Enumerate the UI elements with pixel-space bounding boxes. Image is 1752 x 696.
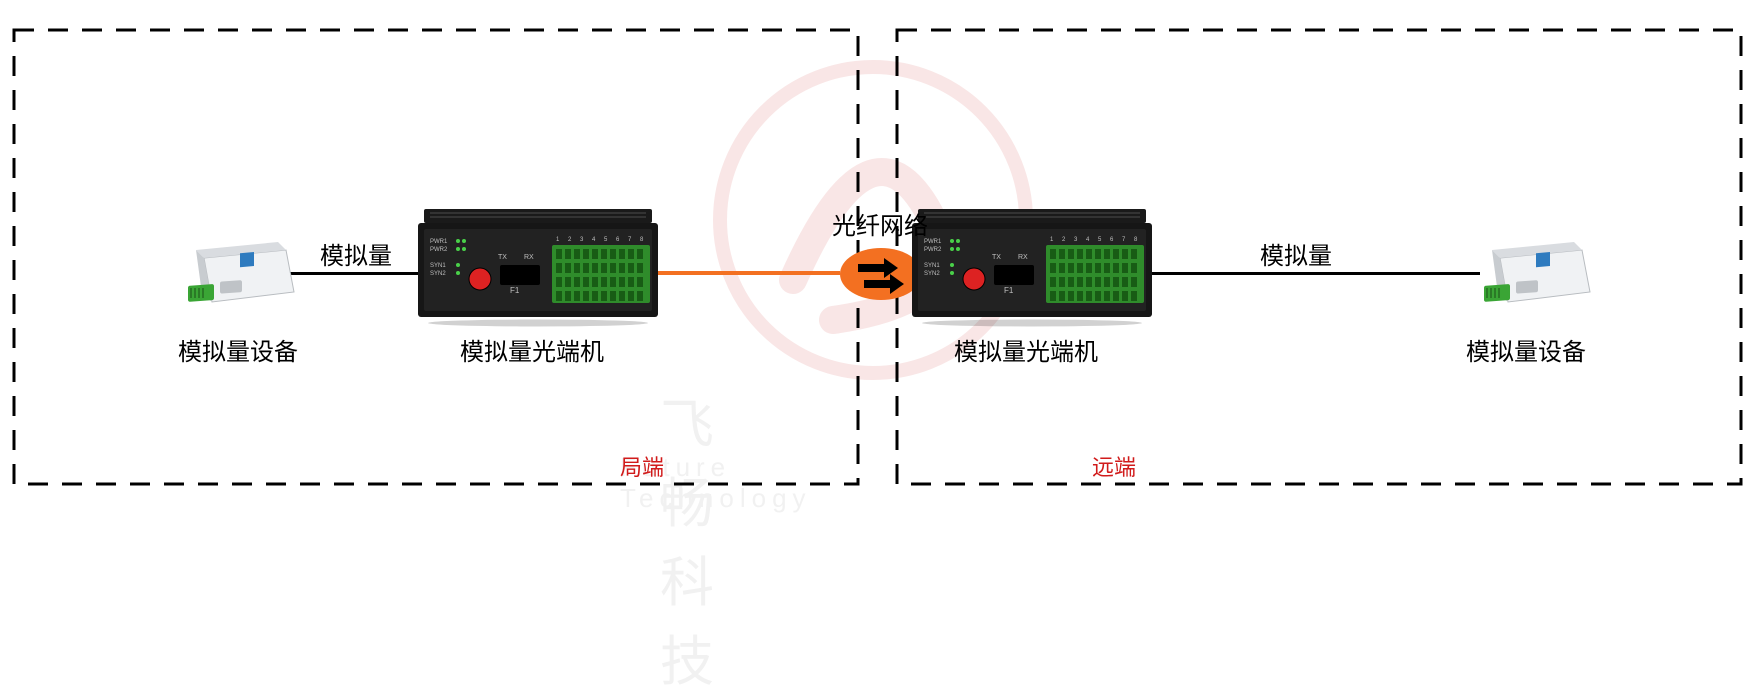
label-side-remote: 远端 (1092, 450, 1136, 482)
label-side-local: 局端 (620, 450, 664, 482)
link-line-left (290, 272, 420, 275)
link-line-right (1118, 272, 1480, 275)
label-analog-device-right: 模拟量设备 (1466, 332, 1586, 367)
analog-device-right (1482, 240, 1592, 310)
label-fiber-network: 光纤网络 (832, 206, 928, 241)
optical-terminal-left: PWR1 PWR2 SYN1 SYN2 TX RX F1 1234 5678 (418, 209, 658, 327)
svg-text:F1: F1 (510, 286, 520, 295)
label-analog-device-left: 模拟量设备 (178, 332, 298, 367)
svg-text:PWR1: PWR1 (430, 239, 448, 245)
label-optical-terminal-left: 模拟量光端机 (460, 332, 604, 367)
label-analog-right: 模拟量 (1260, 236, 1332, 271)
svg-text:SYN1: SYN1 (430, 263, 446, 269)
svg-text:TX: TX (498, 254, 507, 261)
svg-text:PWR2: PWR2 (430, 247, 448, 253)
svg-text:PWR2: PWR2 (924, 247, 942, 253)
svg-text:RX: RX (1018, 254, 1028, 261)
diagram-canvas: 飞畅科技 Future Technology (0, 0, 1752, 546)
svg-text:TX: TX (992, 254, 1001, 261)
svg-text:F1: F1 (1004, 286, 1014, 295)
svg-text:SYN2: SYN2 (924, 271, 940, 277)
analog-device-left (186, 240, 296, 310)
label-analog-left: 模拟量 (320, 236, 392, 271)
fiber-line-left (655, 271, 840, 275)
label-optical-terminal-right: 模拟量光端机 (954, 332, 1098, 367)
svg-text:RX: RX (524, 254, 534, 261)
optical-terminal-right: PWR1 PWR2 SYN1 SYN2 TX RX F1 1234 5678 (912, 209, 1152, 327)
svg-text:SYN1: SYN1 (924, 263, 940, 269)
svg-text:SYN2: SYN2 (430, 271, 446, 277)
